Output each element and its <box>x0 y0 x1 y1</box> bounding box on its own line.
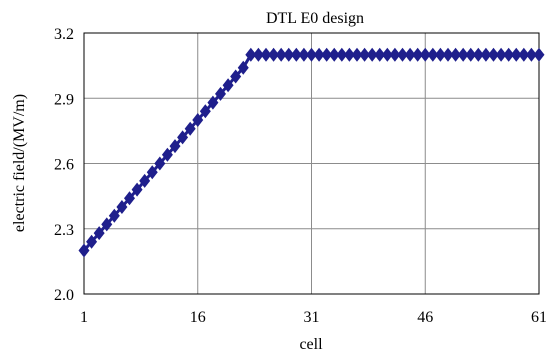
data-point <box>268 47 280 62</box>
data-point <box>207 95 219 110</box>
y-tick-label: 3.2 <box>54 26 74 43</box>
data-point <box>397 47 408 62</box>
data-point <box>245 47 257 62</box>
data-point <box>359 47 371 62</box>
data-point <box>313 47 325 62</box>
data-point <box>434 47 446 62</box>
data-point <box>404 47 416 62</box>
data-point <box>381 47 393 62</box>
data-point <box>389 47 401 62</box>
data-point <box>146 165 158 180</box>
data-point <box>336 47 348 62</box>
data-point <box>177 130 189 145</box>
data-point <box>442 47 454 62</box>
data-point <box>298 47 310 62</box>
data-point <box>131 182 143 197</box>
data-series <box>78 47 545 258</box>
data-point <box>252 47 264 62</box>
y-axis-title: electric field/(MV/m) <box>11 94 28 232</box>
x-tick-label: 61 <box>531 309 546 326</box>
data-point <box>124 191 135 206</box>
data-point <box>116 200 128 214</box>
data-point <box>154 156 166 171</box>
data-point <box>510 47 522 62</box>
data-point <box>260 47 272 62</box>
y-tick-label: 2.3 <box>54 222 74 239</box>
x-tick-label: 31 <box>304 309 320 326</box>
data-point <box>321 47 333 62</box>
data-point <box>374 47 386 62</box>
data-point <box>184 121 196 136</box>
data-point <box>86 234 98 249</box>
data-point <box>199 104 211 119</box>
data-point <box>503 47 515 62</box>
y-tick-label: 2.0 <box>54 287 74 304</box>
data-point <box>518 47 530 62</box>
x-tick-label: 46 <box>417 309 433 326</box>
plot-area <box>83 32 540 295</box>
data-point <box>215 86 226 101</box>
data-point <box>93 226 105 241</box>
data-point <box>472 47 484 62</box>
data-point <box>343 47 355 62</box>
data-point <box>283 47 295 62</box>
data-point <box>525 47 537 62</box>
data-point <box>488 47 499 62</box>
x-tick-label: 16 <box>190 309 206 326</box>
y-tick-label: 2.6 <box>54 157 74 174</box>
data-point <box>275 47 287 62</box>
data-point <box>139 173 151 188</box>
data-point <box>290 47 302 62</box>
data-point <box>101 217 113 232</box>
data-point <box>495 47 507 62</box>
grid <box>84 33 539 294</box>
data-point <box>457 47 469 62</box>
y-tick-label: 2.9 <box>54 91 74 108</box>
data-point <box>328 47 340 62</box>
data-point <box>230 69 242 84</box>
data-point <box>222 78 234 93</box>
data-point <box>427 47 439 62</box>
data-point <box>161 147 173 162</box>
data-point <box>533 47 545 62</box>
data-point <box>366 47 378 62</box>
data-point <box>480 47 492 62</box>
data-point <box>306 47 317 62</box>
data-point <box>412 47 424 62</box>
data-point <box>78 243 90 258</box>
data-point <box>169 139 181 154</box>
x-axis-title: cell <box>299 336 323 353</box>
chart-title: DTL E0 design <box>266 10 364 27</box>
data-point <box>192 113 204 127</box>
y-axis: 2.0 2.3 2.6 2.9 3.2 <box>54 26 74 304</box>
data-point <box>450 47 462 62</box>
data-point <box>351 47 363 62</box>
data-point <box>108 208 120 223</box>
x-tick-label: 1 <box>80 309 88 326</box>
data-point <box>419 47 431 62</box>
x-axis: 1 16 31 46 61 <box>80 309 546 326</box>
data-point <box>465 47 477 62</box>
data-point <box>237 60 249 75</box>
